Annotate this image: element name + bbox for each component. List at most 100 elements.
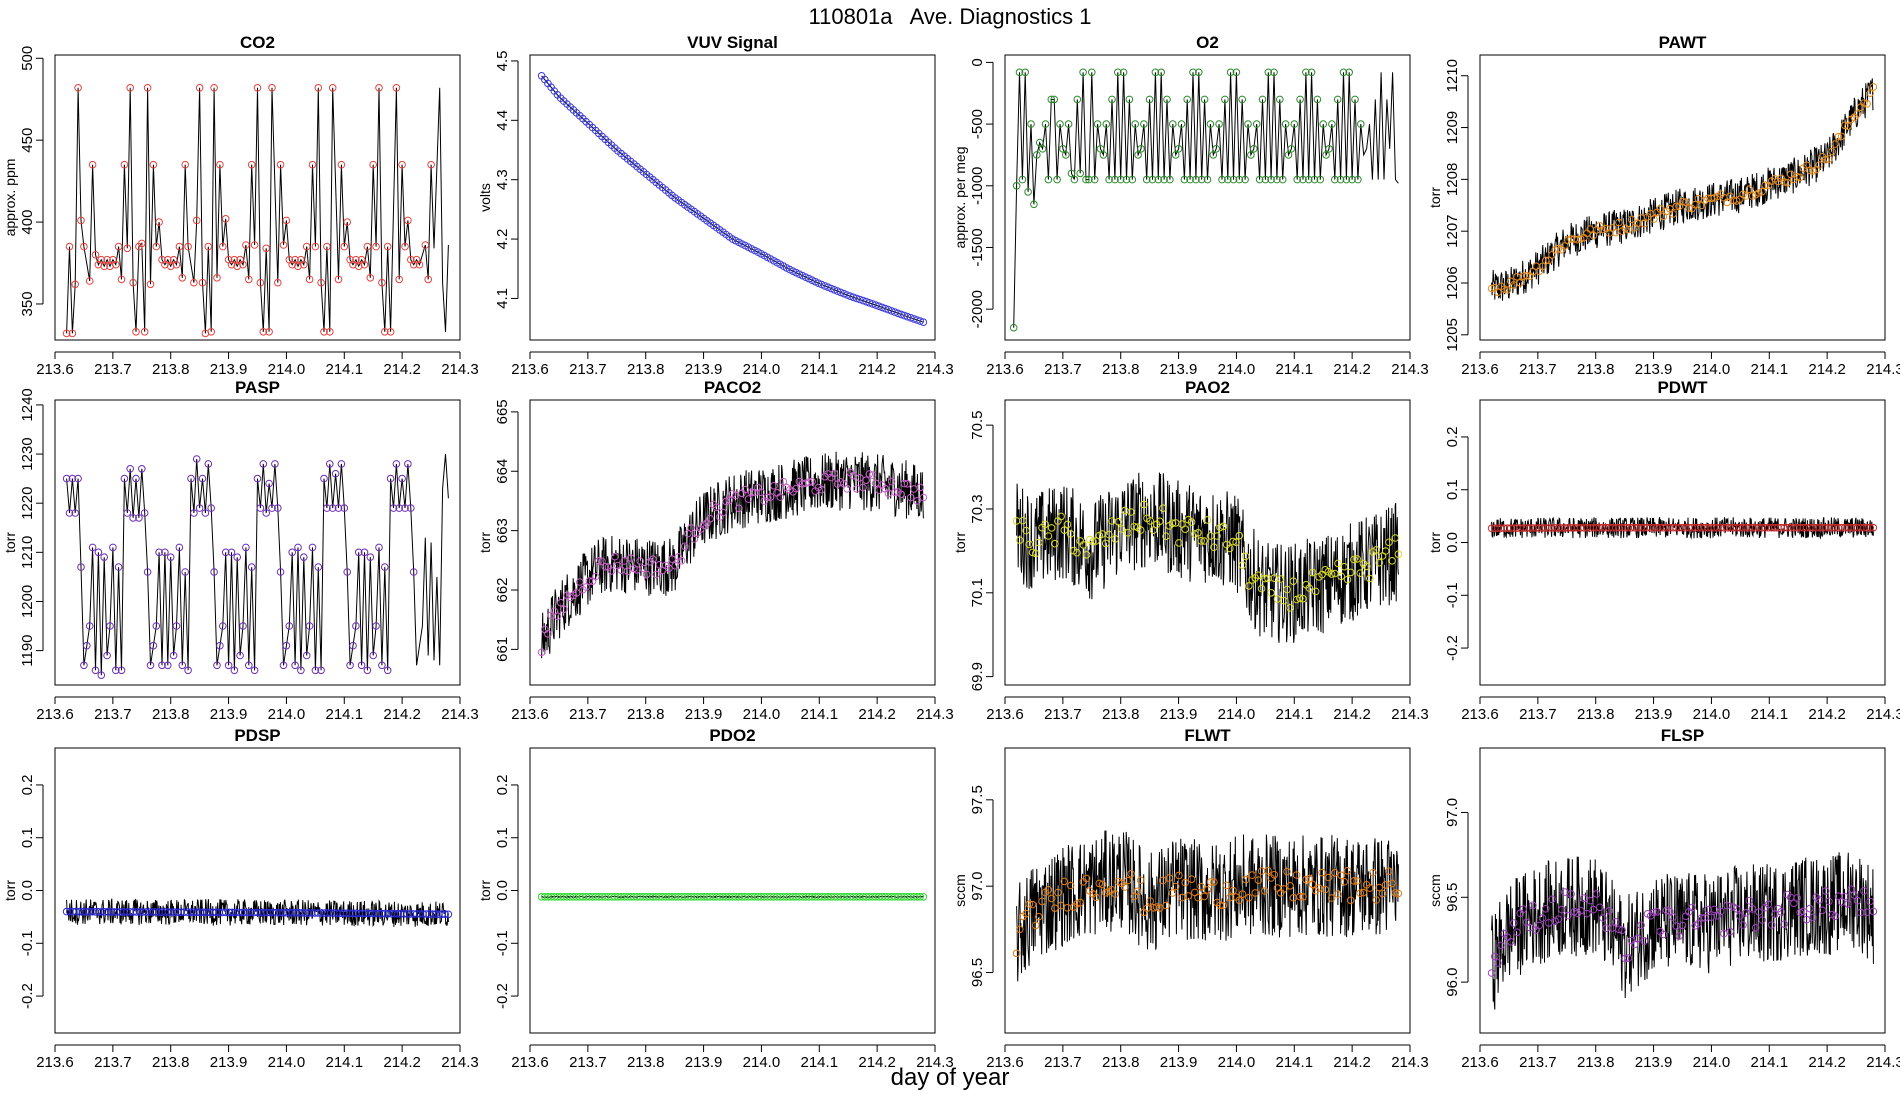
data-point [198, 278, 207, 287]
y-tick-label: 1220 [19, 487, 36, 520]
data-point [1548, 895, 1556, 904]
data-point [1031, 549, 1040, 558]
plot-frame-flwt [1004, 747, 1411, 1034]
data-point [326, 328, 334, 336]
data-point [276, 160, 285, 169]
y-tick-label: -1000 [969, 167, 986, 205]
data-point [149, 160, 158, 169]
data-point [1245, 582, 1253, 590]
x-tick-label: 213.6 [511, 1054, 549, 1071]
data-point [1853, 896, 1862, 905]
y-axis-label-pdsp: torr [2, 880, 18, 901]
y-tick-label: 96.5 [1444, 883, 1461, 912]
data-point [1195, 68, 1203, 77]
data-point [1088, 68, 1096, 77]
data-point [421, 241, 430, 249]
data-point [1057, 901, 1065, 910]
plot-frame-o2 [1004, 54, 1411, 341]
data-point [1796, 173, 1804, 182]
y-tick-label: -0.1 [19, 930, 36, 956]
data-point [1793, 894, 1801, 902]
x-tick-label: 214.3 [441, 361, 479, 378]
data-point [1162, 901, 1170, 910]
data-point [314, 563, 323, 571]
data-point [346, 661, 354, 670]
data-point [1299, 893, 1307, 901]
data-point [1353, 877, 1361, 885]
data-point [1844, 900, 1852, 908]
y-tick-label: 1210 [1444, 59, 1461, 92]
x-tick-label: 213.6 [986, 1054, 1024, 1071]
panel-title-vuv-signal: VUV Signal [687, 33, 778, 52]
data-point [900, 311, 909, 320]
data-point [1586, 896, 1594, 905]
data-point [1296, 95, 1304, 104]
data-point [1247, 151, 1255, 159]
data-point [352, 622, 360, 630]
data-point [80, 242, 88, 251]
data-point [1066, 881, 1075, 890]
data-point [1105, 530, 1113, 539]
data-point [112, 260, 120, 269]
data-point [681, 542, 689, 551]
raw-trace-flwt [1016, 830, 1399, 982]
data-point [169, 651, 178, 660]
panel-pdo2: PDO2 torr 213.6 213.7 213.8 213.9 214.0 214.1 21… [477, 726, 954, 1071]
data-point [282, 641, 291, 650]
data-point [1809, 167, 1817, 175]
data-point [1841, 121, 1849, 130]
x-tick-label: 214.3 [1391, 1054, 1429, 1071]
y-tick-label: 1208 [1444, 163, 1461, 196]
data-point [1343, 867, 1352, 875]
x-tick-label: 214.3 [1391, 706, 1429, 723]
data-point [337, 160, 346, 169]
data-point [1184, 892, 1193, 900]
y-axis-label-pawt: torr [1427, 187, 1443, 208]
data-point [265, 328, 273, 336]
data-point [1758, 916, 1766, 924]
data-point [1283, 585, 1291, 594]
data-point [1287, 145, 1296, 153]
data-point [404, 460, 412, 468]
x-tick-label: 214.1 [326, 1054, 364, 1071]
data-point [846, 292, 855, 301]
y-axis-label-pao2: torr [952, 532, 968, 553]
panel-paco2: PACO2 torr 213.6 213.7 213.8 213.9 214.0 214.1 2… [477, 378, 954, 723]
plot-area-o2 [1009, 68, 1399, 332]
panel-pasp: PASP torr 213.6 213.7 213.8 213.9 214.0 214.1 21… [2, 378, 479, 723]
data-point [242, 543, 250, 552]
data-point [1171, 151, 1180, 159]
y-tick-label: 662 [494, 577, 511, 602]
data-point [1063, 520, 1072, 529]
data-point [1771, 910, 1779, 919]
data-point [1229, 175, 1238, 184]
x-tick-label: 214.3 [916, 1054, 954, 1071]
data-point [77, 216, 85, 225]
data-point [285, 622, 294, 630]
data-point [1251, 889, 1259, 897]
data-point [1059, 145, 1067, 153]
data-point [302, 242, 311, 251]
x-tick-label: 213.6 [511, 706, 549, 723]
data-point [1235, 531, 1244, 540]
data-point [279, 661, 288, 670]
common-x-axis-label: day of year [890, 1064, 1010, 1091]
data-point [74, 84, 82, 92]
data-point [1844, 122, 1852, 130]
plot-frame-pdsp [54, 747, 461, 1034]
data-point [1131, 120, 1139, 128]
data-point [326, 460, 334, 468]
x-tick-label: 214.2 [383, 706, 421, 723]
data-point [1229, 886, 1237, 895]
data-point [1745, 896, 1754, 905]
x-tick-label: 214.2 [858, 361, 896, 378]
plot-area-flsp [1487, 852, 1878, 1010]
data-point [722, 497, 730, 506]
data-point [1079, 541, 1088, 549]
x-tick-label: 213.9 [1160, 706, 1198, 723]
data-point [1589, 905, 1598, 914]
data-point [1050, 95, 1058, 104]
data-point [114, 242, 123, 251]
raw-trace-paco2 [541, 451, 924, 659]
